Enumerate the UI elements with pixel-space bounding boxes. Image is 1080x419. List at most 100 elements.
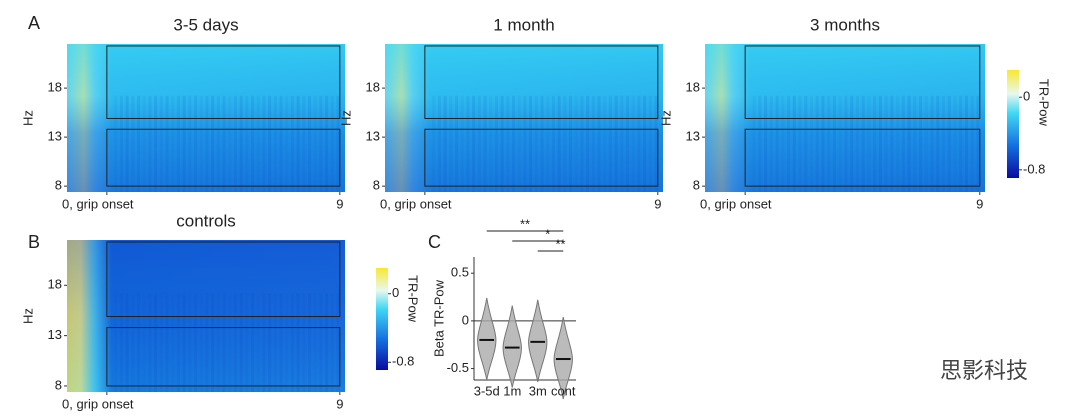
heatmap-streak (815, 95, 819, 192)
analysis-window (424, 128, 659, 187)
y-tick-label: 0 (462, 312, 469, 327)
heatmap-streak (142, 293, 146, 392)
analysis-window (106, 128, 341, 187)
heatmap-streak (953, 95, 957, 192)
colorbar (376, 268, 388, 370)
heatmap-streak (154, 95, 158, 192)
colorbar (1007, 70, 1019, 178)
heatmap-streak (523, 95, 527, 192)
heatmap-streak (455, 95, 459, 192)
heatmap-streak (268, 293, 272, 392)
heatmap-streak (574, 95, 578, 192)
heatmap-streak (296, 95, 300, 192)
heatmap-streak (188, 95, 192, 192)
heatmap-streak (336, 95, 340, 192)
heatmap-streak (228, 293, 232, 392)
heatmap-streak (273, 95, 277, 192)
heatmap-streak (919, 95, 923, 192)
heatmap-streak (119, 293, 123, 392)
heatmap-streak (494, 95, 498, 192)
y-axis-label: Hz (20, 110, 35, 126)
heatmap-streak (867, 95, 871, 192)
x-tick-label: 1m (503, 383, 521, 398)
significance-label: ** (555, 236, 565, 251)
heatmap-streak (182, 293, 186, 392)
heatmap-streak (964, 95, 968, 192)
heatmap-streak (873, 95, 877, 192)
analysis-window (106, 241, 341, 318)
heatmap-streak (205, 95, 209, 192)
y-tick-label: 0.5 (451, 265, 469, 280)
heatmap-streak (199, 293, 203, 392)
heatmap-streak (884, 95, 888, 192)
heatmap-streak (907, 95, 911, 192)
heatmap-streak (222, 293, 226, 392)
heatmap-streak (540, 95, 544, 192)
heatmap-streak (614, 95, 618, 192)
heatmap-streak (268, 95, 272, 192)
heatmap-streak (290, 293, 294, 392)
heatmap-streak (586, 95, 590, 192)
heatmap-streak (188, 293, 192, 392)
heatmap-streak (432, 95, 436, 192)
heatmap-streak (273, 293, 277, 392)
x-tick-label: 3-5d (474, 383, 500, 398)
heatmap-streak (603, 95, 607, 192)
analysis-window (744, 45, 981, 119)
heatmap-streak (477, 95, 481, 192)
y-tick-label: -0.5 (447, 360, 469, 375)
heatmap-streak (302, 95, 306, 192)
heatmap-streak (844, 95, 848, 192)
heatmap-streak (769, 95, 773, 192)
violin (477, 297, 497, 381)
heatmap-streak (199, 95, 203, 192)
heatmap-streak (551, 95, 555, 192)
heatmap-streak (546, 95, 550, 192)
heatmap-streak (557, 95, 561, 192)
heatmap-streak (752, 95, 756, 192)
heatmap-streak (319, 293, 323, 392)
heatmap-streak (216, 95, 220, 192)
heatmap-streak (472, 95, 476, 192)
panel-label: C (428, 232, 441, 252)
heatmap-streak (216, 293, 220, 392)
analysis-window (744, 128, 981, 187)
colorbar-label: TR-Pow (1037, 79, 1052, 127)
heatmap-streak (591, 95, 595, 192)
heatmap-streak (165, 95, 169, 192)
heatmap-streak (137, 95, 141, 192)
heatmap-streak (285, 293, 289, 392)
x-tick-label: 9 (654, 196, 661, 211)
heatmap-streak (580, 95, 584, 192)
heatmap-streak (506, 95, 510, 192)
panel-label: A (28, 13, 40, 33)
heatmap-streak (959, 95, 963, 192)
y-tick-label: 8 (693, 178, 700, 193)
heatmap-streak (512, 95, 516, 192)
heatmap-streak (245, 95, 249, 192)
heatmap-streak (901, 95, 905, 192)
heatmap-streak (233, 293, 237, 392)
heatmap-streak (896, 95, 900, 192)
heatmap-streak (131, 95, 135, 192)
heatmap-streak (245, 293, 249, 392)
x-tick-label: 9 (336, 396, 343, 411)
colorbar-tick-label: -0.8 (1023, 161, 1045, 176)
heatmap-streak (205, 293, 209, 392)
panel-title: 3-5 days (173, 15, 238, 34)
heatmap-streak (930, 95, 934, 192)
heatmap-streak (787, 95, 791, 192)
heatmap-streak (838, 95, 842, 192)
heatmap-streak (313, 95, 317, 192)
heatmap-streak (330, 293, 334, 392)
heatmap-streak (114, 95, 118, 192)
heatmap-streak (211, 95, 215, 192)
heatmap-streak (239, 95, 243, 192)
heatmap-streak (182, 95, 186, 192)
heatmap-streak (936, 95, 940, 192)
heatmap-streak (798, 95, 802, 192)
heatmap-streak (563, 95, 567, 192)
heatmap-streak (637, 95, 641, 192)
heatmap-streak (228, 95, 232, 192)
